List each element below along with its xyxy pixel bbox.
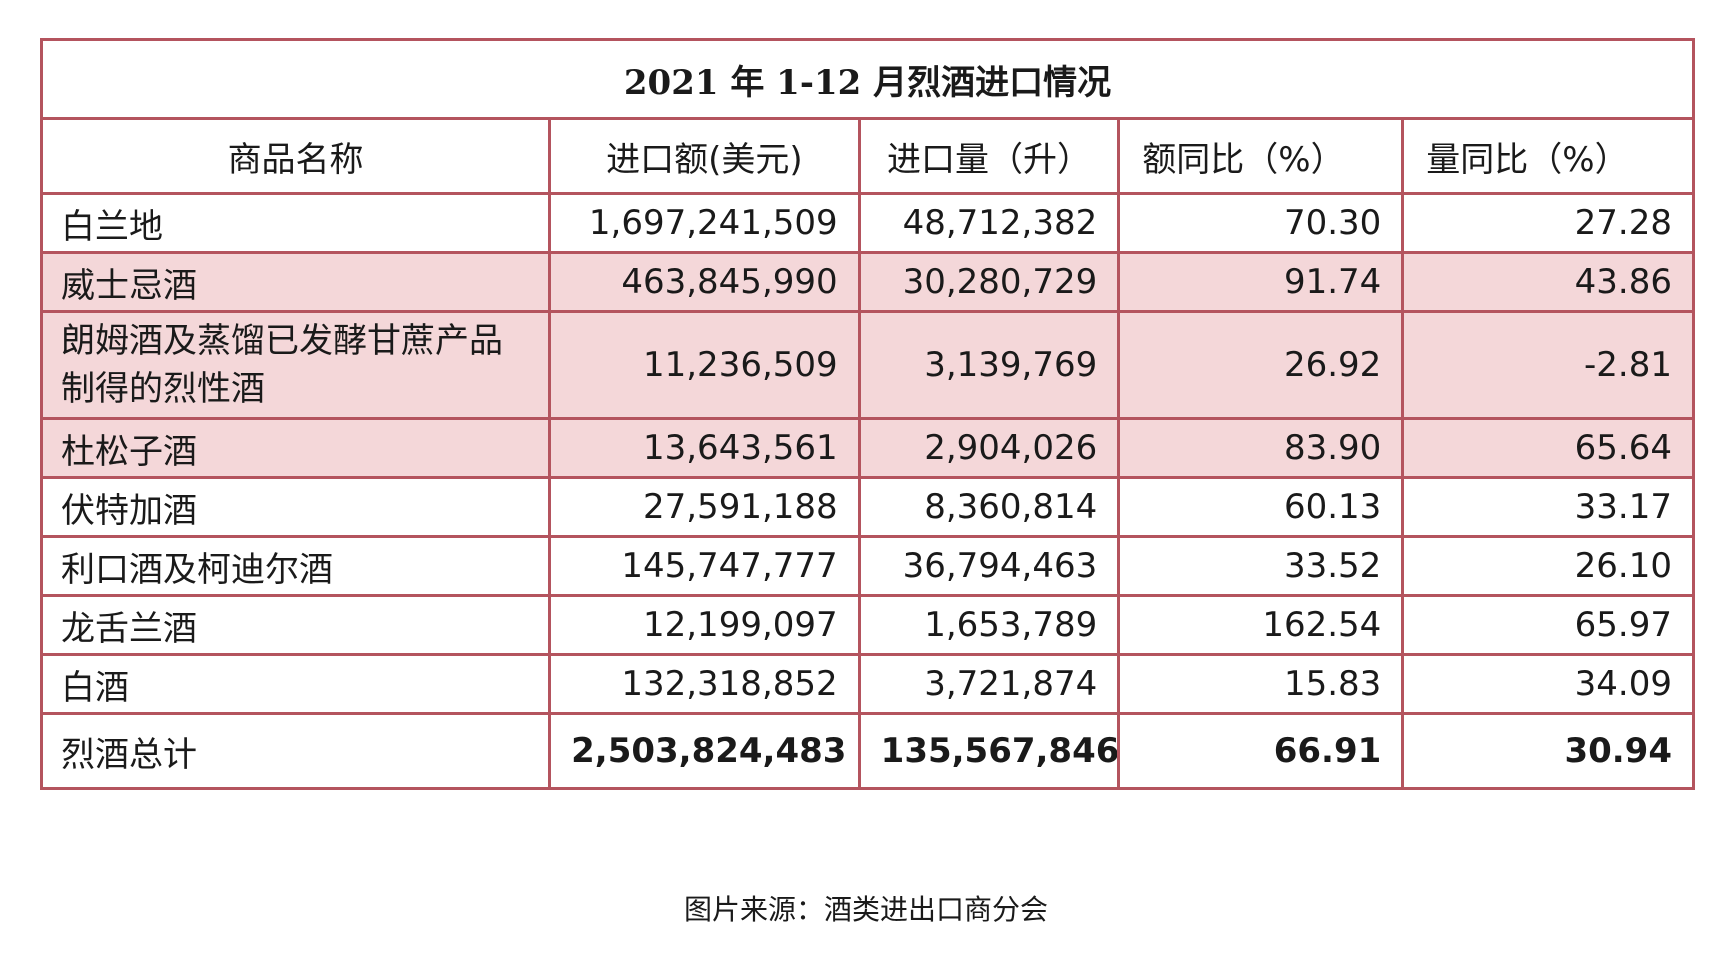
table-row: 白兰地 1,697,241,509 48,712,382 70.30 27.28 [39, 192, 1695, 254]
product-name-cell: 朗姆酒及蒸馏已发酵甘蔗产品制得的烈性酒 [39, 310, 552, 420]
total-label-cell: 烈酒总计 [39, 712, 552, 790]
header-amount-yoy: 额同比（%） [1117, 117, 1405, 195]
import-amount-cell: 13,643,561 [548, 417, 861, 479]
import-volume-cell: 3,139,769 [857, 310, 1121, 420]
image-source-caption: 图片来源：酒类进出口商分会 [683, 893, 1048, 926]
amount-yoy-cell: 15.83 [1117, 653, 1405, 715]
table-total-row: 烈酒总计 2,503,824,483 135,567,846 66.91 30.… [39, 712, 1695, 790]
volume-yoy-cell: 65.64 [1401, 417, 1695, 479]
product-name-cell: 利口酒及柯迪尔酒 [39, 535, 552, 597]
product-name-cell: 杜松子酒 [39, 417, 552, 479]
amount-yoy-cell: 33.52 [1117, 535, 1405, 597]
amount-yoy-cell: 70.30 [1117, 192, 1405, 254]
import-volume-cell: 1,653,789 [857, 594, 1121, 656]
volume-yoy-cell: 34.09 [1401, 653, 1695, 715]
import-amount-cell: 132,318,852 [548, 653, 861, 715]
import-amount-cell: 27,591,188 [548, 476, 861, 538]
table-row: 威士忌酒 463,845,990 30,280,729 91.74 43.86 [39, 251, 1695, 313]
import-volume-cell: 36,794,463 [857, 535, 1121, 597]
table-row: 龙舌兰酒 12,199,097 1,653,789 162.54 65.97 [39, 594, 1695, 656]
table-row: 白酒 132,318,852 3,721,874 15.83 34.09 [39, 653, 1695, 715]
volume-yoy-cell: 43.86 [1401, 251, 1695, 313]
import-amount-cell: 145,747,777 [548, 535, 861, 597]
table-row: 朗姆酒及蒸馏已发酵甘蔗产品制得的烈性酒 11,236,509 3,139,769… [39, 310, 1695, 420]
amount-yoy-cell: 162.54 [1117, 594, 1405, 656]
total-import-amount-cell: 2,503,824,483 [548, 712, 861, 790]
volume-yoy-cell: 26.10 [1401, 535, 1695, 597]
spirits-import-table: 2021 年 1-12 月烈酒进口情况 商品名称 进口额(美元) 进口量（升） … [39, 38, 1695, 790]
import-volume-cell: 3,721,874 [857, 653, 1121, 715]
table-row: 杜松子酒 13,643,561 2,904,026 83.90 65.64 [39, 417, 1695, 479]
header-import-volume: 进口量（升） [857, 117, 1121, 195]
product-name-cell: 白兰地 [39, 192, 552, 254]
amount-yoy-cell: 26.92 [1117, 310, 1405, 420]
import-amount-cell: 1,697,241,509 [548, 192, 861, 254]
table-title-row: 2021 年 1-12 月烈酒进口情况 [40, 38, 1695, 120]
product-name-cell: 龙舌兰酒 [39, 594, 552, 656]
spirits-import-table-container: 2021 年 1-12 月烈酒进口情况 商品名称 进口额(美元) 进口量（升） … [39, 38, 1695, 790]
import-amount-cell: 463,845,990 [548, 251, 861, 313]
amount-yoy-cell: 60.13 [1117, 476, 1405, 538]
volume-yoy-cell: 33.17 [1401, 476, 1695, 538]
product-name-cell: 威士忌酒 [39, 251, 552, 313]
amount-yoy-cell: 83.90 [1117, 417, 1405, 479]
amount-yoy-cell: 91.74 [1117, 251, 1405, 313]
total-amount-yoy-cell: 66.91 [1117, 712, 1405, 790]
volume-yoy-cell: -2.81 [1401, 310, 1695, 420]
import-volume-cell: 48,712,382 [857, 192, 1121, 254]
header-product-name: 商品名称 [39, 117, 552, 195]
table-header-row: 商品名称 进口额(美元) 进口量（升） 额同比（%） 量同比（%） [39, 117, 1695, 195]
total-import-volume-cell: 135,567,846 [857, 712, 1121, 790]
import-amount-cell: 12,199,097 [548, 594, 861, 656]
header-volume-yoy: 量同比（%） [1401, 117, 1695, 195]
table-row: 利口酒及柯迪尔酒 145,747,777 36,794,463 33.52 26… [39, 535, 1695, 597]
import-volume-cell: 30,280,729 [857, 251, 1121, 313]
header-import-amount: 进口额(美元) [548, 117, 861, 195]
import-amount-cell: 11,236,509 [548, 310, 861, 420]
total-volume-yoy-cell: 30.94 [1401, 712, 1695, 790]
volume-yoy-cell: 65.97 [1401, 594, 1695, 656]
product-name-cell: 伏特加酒 [39, 476, 552, 538]
import-volume-cell: 8,360,814 [857, 476, 1121, 538]
cropped-text-remnant [250, 858, 1650, 868]
product-name-cell: 白酒 [39, 653, 552, 715]
volume-yoy-cell: 27.28 [1401, 192, 1695, 254]
table-row: 伏特加酒 27,591,188 8,360,814 60.13 33.17 [39, 476, 1695, 538]
table-title: 2021 年 1-12 月烈酒进口情况 [40, 38, 1695, 120]
import-volume-cell: 2,904,026 [857, 417, 1121, 479]
